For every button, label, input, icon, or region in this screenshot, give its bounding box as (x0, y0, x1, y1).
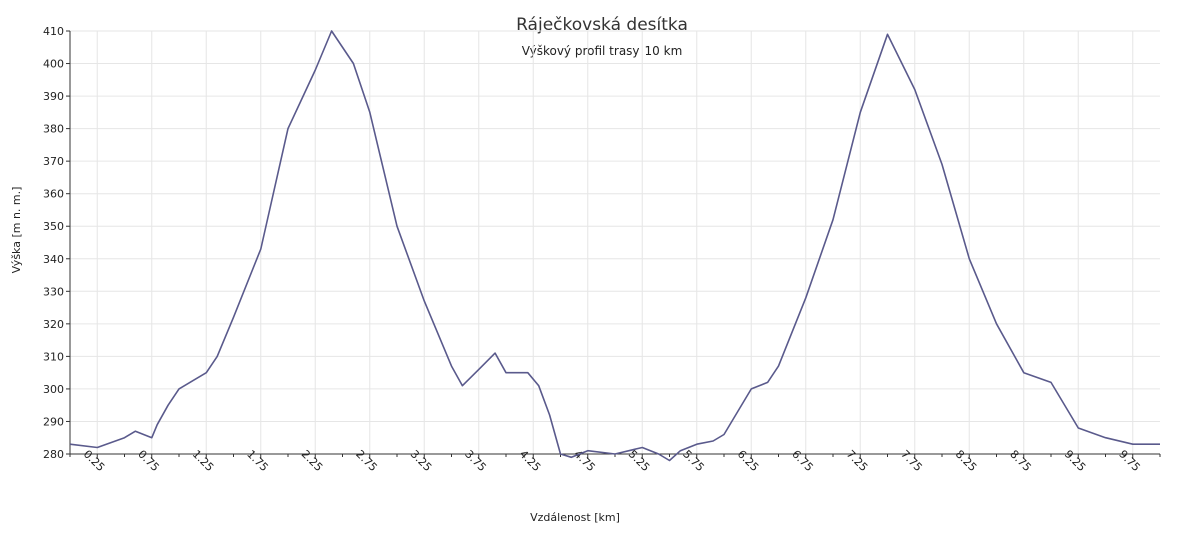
x-tick-label: 1.75 (244, 448, 271, 475)
x-tick-label: 2.75 (353, 448, 380, 475)
y-tick-label: 360 (43, 188, 64, 201)
subtitle-value: 10 km (645, 44, 683, 58)
chart-subtitle: Výškový profil trasy 10 km (522, 44, 683, 58)
x-tick-label: 4.25 (517, 448, 544, 475)
chart-header: Ráječkovská desítka Výškový profil trasy… (505, 12, 695, 64)
x-tick-label: 9.25 (1062, 448, 1089, 475)
y-tick-label: 410 (43, 25, 64, 38)
grid (70, 30, 1160, 455)
x-axis-label: Vzdálenost [km] (530, 511, 620, 524)
y-tick-label: 380 (43, 123, 64, 136)
x-tick-label: 3.25 (408, 448, 435, 475)
y-tick-label: 310 (43, 350, 64, 363)
y-tick-label: 400 (43, 58, 64, 71)
chart-title: Ráječkovská desítka (516, 15, 688, 35)
y-tick-label: 370 (43, 155, 64, 168)
x-tick-label: 7.75 (898, 448, 925, 475)
x-tick-label: 0.75 (135, 448, 162, 475)
y-tick-label: 300 (43, 383, 64, 396)
x-tick-label: 3.75 (462, 448, 489, 475)
series-group (69, 30, 1160, 462)
x-tick-label: 6.75 (789, 448, 816, 475)
axes (66, 30, 1161, 459)
title-box (505, 12, 695, 64)
x-tick-labels: 0.25 0.75 1.25 1.75 2.25 2.75 3.25 3.75 4.25 4.75… (81, 448, 1143, 475)
y-axis-label: Výška [m n. m.] (10, 187, 23, 274)
x-tick-label: 8.75 (1007, 448, 1034, 475)
y-tick-label: 350 (43, 220, 64, 233)
x-tick-label: 9.75 (1116, 448, 1143, 475)
elevation-line (69, 30, 1160, 462)
y-tick-label: 320 (43, 318, 64, 331)
x-tick-label: 0.25 (81, 448, 108, 475)
subtitle-text: Výškový profil trasy (522, 44, 640, 58)
y-tick-label: 340 (43, 253, 64, 266)
x-tick-label: 6.25 (735, 448, 762, 475)
y-tick-label: 330 (43, 285, 64, 298)
y-tick-label: 290 (43, 415, 64, 428)
y-tick-label: 390 (43, 90, 64, 103)
y-tick-labels: 410 400 390 380 370 360 350 340 330 320 310 300 290 2… (43, 25, 64, 461)
y-tick-label: 280 (43, 448, 64, 461)
x-tick-label: 1.25 (190, 448, 217, 475)
x-tick-label: 5.25 (626, 448, 653, 475)
x-tick-label: 2.25 (299, 448, 326, 475)
x-tick-label: 8.25 (953, 448, 980, 475)
x-tick-label: 7.25 (844, 448, 871, 475)
x-tick-label: 5.75 (680, 448, 707, 475)
